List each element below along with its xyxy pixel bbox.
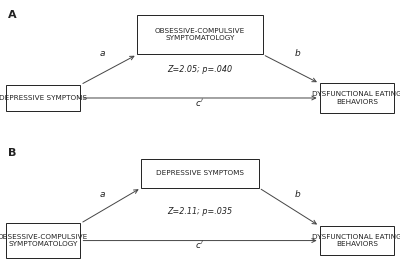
Text: Z=2.05; p=.040: Z=2.05; p=.040 [168,64,232,74]
Text: DYSFUNCTIONAL EATING
BEHAVIORS: DYSFUNCTIONAL EATING BEHAVIORS [312,91,400,105]
Text: $a$: $a$ [98,190,106,199]
Text: Z=2.11; p=.035: Z=2.11; p=.035 [168,207,232,216]
Text: DYSFUNCTIONAL EATING
BEHAVIORS: DYSFUNCTIONAL EATING BEHAVIORS [312,234,400,247]
Text: A: A [8,9,16,20]
Text: DEPRESSIVE SYMPTOMS: DEPRESSIVE SYMPTOMS [156,170,244,176]
FancyBboxPatch shape [320,83,394,112]
Text: $a$: $a$ [98,49,106,58]
FancyBboxPatch shape [141,159,259,188]
Text: DEPRESSIVE SYMPTOMS: DEPRESSIVE SYMPTOMS [0,95,87,101]
Text: OBSESSIVE-COMPULSIVE
SYMPTOMATOLOGY: OBSESSIVE-COMPULSIVE SYMPTOMATOLOGY [0,234,88,247]
FancyBboxPatch shape [320,226,394,255]
FancyBboxPatch shape [137,15,263,54]
Text: $b$: $b$ [294,47,302,58]
Text: OBSESSIVE-COMPULSIVE
SYMPTOMATOLOGY: OBSESSIVE-COMPULSIVE SYMPTOMATOLOGY [155,28,245,41]
Text: $c'$: $c'$ [196,97,204,108]
Text: $b$: $b$ [294,188,302,199]
FancyBboxPatch shape [6,223,80,258]
Text: B: B [8,148,16,158]
Text: $c'$: $c'$ [196,239,204,251]
FancyBboxPatch shape [6,85,80,111]
